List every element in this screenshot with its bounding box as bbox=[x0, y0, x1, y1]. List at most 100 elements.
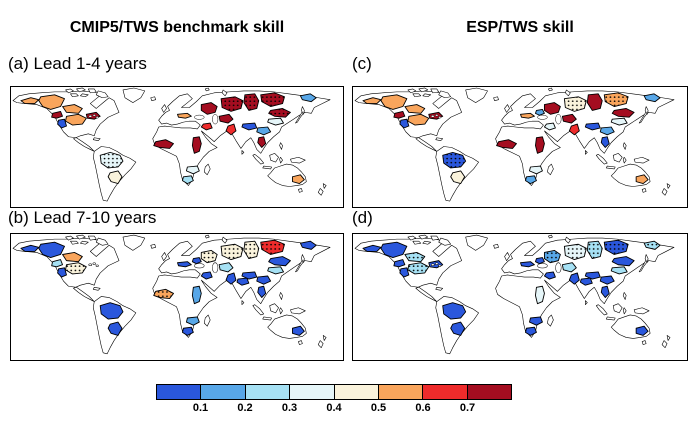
basin-indus bbox=[568, 272, 580, 285]
panel-label-d: (d) bbox=[352, 208, 373, 227]
basin-niger bbox=[496, 139, 517, 149]
basin-dnieper bbox=[535, 109, 545, 116]
basin-nelson bbox=[62, 104, 83, 114]
basin-danube bbox=[520, 112, 535, 119]
basin-amur bbox=[611, 108, 635, 118]
basin-orange bbox=[182, 326, 194, 336]
basin-colorado bbox=[57, 118, 67, 129]
colorbar-cell->0.7 bbox=[467, 385, 511, 399]
basin-dnieper bbox=[191, 257, 202, 265]
basin-danube bbox=[177, 112, 192, 119]
basin-yangtze bbox=[256, 275, 272, 285]
basin-columbia bbox=[393, 259, 406, 268]
colorbar-tick-0.5: 0.5 bbox=[370, 402, 387, 414]
map-panel-a bbox=[10, 86, 344, 208]
colorbar-cell-0.5-0.6 bbox=[378, 385, 424, 399]
basin-parana bbox=[107, 170, 123, 185]
basin-colorado bbox=[399, 267, 410, 278]
basin-aral bbox=[218, 113, 234, 124]
basin-tigris bbox=[200, 271, 213, 280]
colorbar-tick-0.7: 0.7 bbox=[459, 402, 476, 414]
basin-colorado bbox=[57, 267, 67, 278]
colorbar-tick-0.3: 0.3 bbox=[281, 402, 298, 414]
basin-amur bbox=[268, 256, 291, 267]
colorbar-tick-0.6: 0.6 bbox=[415, 402, 431, 414]
basin-amur bbox=[611, 256, 635, 267]
basin-volga bbox=[543, 102, 561, 115]
basin-amazon bbox=[99, 302, 124, 320]
basin-yellow bbox=[267, 117, 284, 126]
basin-murray bbox=[635, 325, 649, 336]
basin-murray bbox=[292, 174, 305, 185]
basin-zambezi bbox=[185, 316, 200, 326]
basin-murray bbox=[292, 325, 305, 336]
basin-yukon bbox=[20, 97, 40, 105]
colorbar-cell-0.3-0.4 bbox=[290, 385, 335, 399]
basin-zambezi bbox=[529, 316, 543, 326]
column-title-left: CMIP5/TWS benchmark skill bbox=[69, 19, 285, 36]
basin-tigris bbox=[200, 122, 213, 131]
basin-mackenzie bbox=[38, 241, 65, 259]
basin-indus bbox=[568, 123, 580, 136]
basin-parana bbox=[450, 321, 466, 336]
colorbar-cell-0.4-0.5 bbox=[334, 385, 379, 399]
basin-volga bbox=[200, 102, 218, 115]
basin-columbia bbox=[51, 110, 63, 119]
basin-mekong bbox=[600, 136, 610, 148]
basin-tibet bbox=[584, 271, 601, 280]
basin-colorado bbox=[399, 118, 410, 129]
basin-tibet bbox=[241, 122, 258, 131]
basin-indus bbox=[225, 123, 237, 136]
basin-aral bbox=[561, 113, 577, 124]
basin-amazon bbox=[442, 302, 467, 320]
column-title-right: ESP/TWS skill bbox=[466, 19, 574, 36]
basin-mackenzie bbox=[38, 94, 65, 110]
colorbar-cell-<0.1 bbox=[157, 385, 202, 399]
colorbar-tick-0.2: 0.2 bbox=[237, 402, 253, 414]
basin-nelson bbox=[62, 251, 83, 263]
basin-yellow bbox=[610, 266, 628, 275]
map-panel-d bbox=[352, 233, 688, 361]
basin-dnieper bbox=[535, 257, 545, 265]
basin-zambezi bbox=[185, 165, 200, 175]
colorbar bbox=[156, 384, 512, 400]
basin-nile bbox=[535, 285, 545, 305]
basin-kolyma bbox=[643, 93, 661, 103]
basin-yukon bbox=[20, 244, 40, 252]
colorbar-tick-labels: 0.1 0.2 0.3 0.4 0.5 0.6 0.7 bbox=[156, 402, 512, 416]
basin-nile bbox=[535, 136, 545, 154]
basin-nelson bbox=[404, 104, 426, 114]
colorbar-cell-0.6-0.7 bbox=[423, 385, 468, 399]
world-map-svg-a bbox=[12, 87, 331, 202]
basin-indus bbox=[225, 272, 237, 285]
basin-mekong bbox=[257, 285, 267, 298]
colorbar-cell-0.1-0.2 bbox=[201, 385, 246, 399]
panel-label-b: (b) Lead 7-10 years bbox=[8, 208, 157, 227]
world-map-svg-b bbox=[12, 234, 331, 355]
basin-orange bbox=[182, 175, 194, 185]
colorbar-tick-0.1: 0.1 bbox=[192, 402, 209, 414]
basin-yukon bbox=[362, 244, 382, 252]
basin-ganges bbox=[236, 277, 250, 286]
panel-label-c: (c) bbox=[352, 54, 372, 73]
basin-yangtze bbox=[256, 126, 272, 136]
basin-columbia bbox=[393, 110, 406, 119]
basin-parana bbox=[107, 321, 123, 336]
basin-columbia bbox=[51, 259, 63, 268]
basin-tigris bbox=[543, 271, 556, 280]
basin-danube bbox=[520, 261, 535, 268]
basin-yangtze bbox=[599, 275, 615, 285]
basin-yenisei bbox=[586, 93, 603, 111]
basin-yellow bbox=[610, 117, 628, 126]
basin-kolyma bbox=[299, 93, 317, 103]
basin-tibet bbox=[584, 122, 601, 131]
basin-zambezi bbox=[529, 165, 543, 175]
map-panel-b bbox=[10, 233, 344, 361]
basin-yangtze bbox=[599, 126, 615, 136]
basin-mackenzie bbox=[380, 241, 408, 259]
basin-aral bbox=[218, 262, 234, 273]
basin-orange bbox=[525, 326, 537, 336]
basin-missouri bbox=[407, 113, 430, 126]
basin-kolyma bbox=[299, 240, 317, 250]
